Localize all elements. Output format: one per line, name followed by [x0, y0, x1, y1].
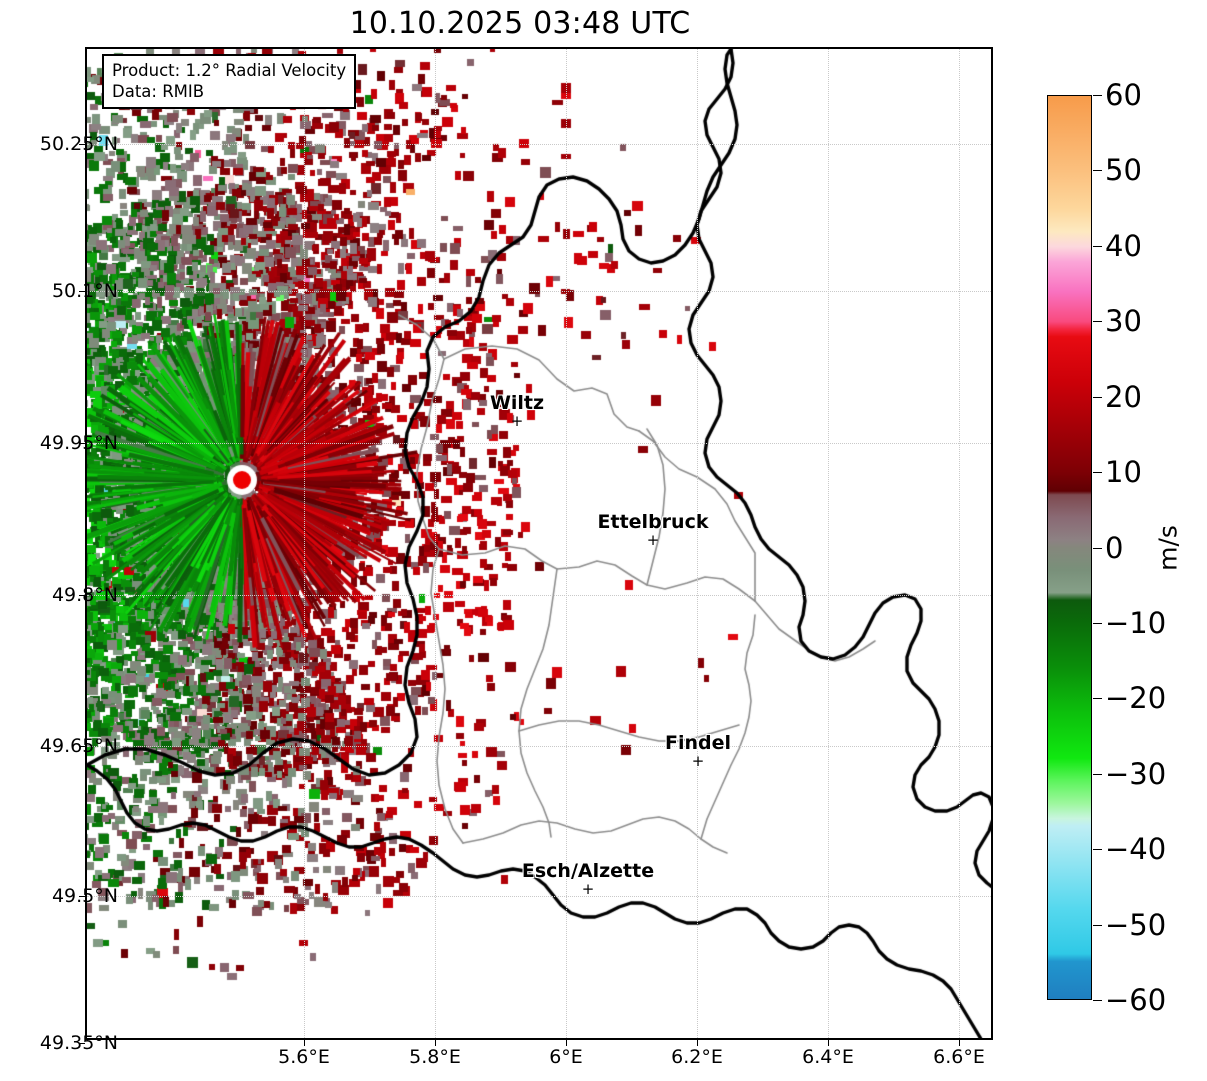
radar-reflectivity-canvas — [87, 49, 991, 1038]
latitude-tick-mark — [79, 896, 85, 897]
page-title: 10.10.2025 03:48 UTC — [349, 6, 691, 41]
latitude-tick-label: 49.95°N — [39, 432, 118, 454]
longitude-tick-label: 6.4°E — [802, 1046, 854, 1068]
colorbar-tick-label: −20 — [1105, 681, 1167, 716]
colorbar-tick-mark — [1093, 547, 1102, 549]
colorbar-tick-mark — [1093, 95, 1102, 96]
data-source-line: Data: RMIB — [112, 82, 205, 102]
latitude-tick-mark — [79, 1043, 85, 1044]
longitude-tick-label: 5.6°E — [278, 1046, 330, 1068]
latitude-tick-label: 50.25°N — [39, 133, 118, 155]
longitude-tick-mark — [697, 1040, 698, 1046]
colorbar-tick-mark — [1093, 396, 1102, 398]
colorbar-tick-mark — [1093, 924, 1102, 926]
latitude-tick-mark — [79, 443, 85, 444]
latitude-tick-label: 49.35°N — [39, 1032, 118, 1054]
longitude-tick-label: 6°E — [549, 1046, 583, 1068]
longitude-tick-mark — [828, 1040, 829, 1046]
colorbar-axis-label: m/s — [1153, 525, 1183, 571]
longitude-tick-label: 6.6°E — [933, 1046, 985, 1068]
colorbar-tick-label: 20 — [1105, 379, 1142, 414]
longitude-tick-label: 5.8°E — [409, 1046, 461, 1068]
colorbar-gradient — [1048, 96, 1091, 999]
colorbar-tick-label: −40 — [1105, 832, 1167, 867]
colorbar-tick-label: 10 — [1105, 455, 1142, 490]
colorbar-tick-mark — [1093, 849, 1102, 851]
product-info-box: Product: 1.2° Radial Velocity Data: RMIB — [102, 54, 357, 110]
longitude-tick-mark — [304, 1040, 305, 1046]
colorbar-tick-mark — [1093, 245, 1102, 247]
latitude-tick-mark — [79, 144, 85, 145]
longitude-tick-mark — [959, 1040, 960, 1046]
colorbar-tick-mark — [1093, 1000, 1102, 1001]
latitude-tick-mark — [79, 746, 85, 747]
colorbar-tick-mark — [1093, 773, 1102, 775]
longitude-tick-mark — [566, 1040, 567, 1046]
radar-map-plot[interactable]: Product: 1.2° Radial Velocity Data: RMIB… — [85, 47, 993, 1040]
colorbar-tick-label: 50 — [1105, 153, 1142, 188]
colorbar[interactable] — [1047, 95, 1092, 1000]
colorbar-tick-label: 0 — [1105, 530, 1124, 565]
colorbar-tick-mark — [1093, 321, 1102, 323]
longitude-tick-label: 6.2°E — [671, 1046, 723, 1068]
colorbar-tick-label: −30 — [1105, 756, 1167, 791]
product-line: Product: 1.2° Radial Velocity — [112, 61, 347, 80]
colorbar-tick-label: 30 — [1105, 304, 1142, 339]
colorbar-tick-label: −50 — [1105, 907, 1167, 942]
longitude-tick-mark — [435, 1040, 436, 1046]
colorbar-tick-mark — [1093, 472, 1102, 474]
latitude-tick-mark — [79, 291, 85, 292]
colorbar-tick-label: 40 — [1105, 228, 1142, 263]
colorbar-tick-mark — [1093, 622, 1102, 624]
latitude-tick-label: 49.65°N — [39, 735, 118, 757]
colorbar-tick-label: −10 — [1105, 605, 1167, 640]
colorbar-tick-label: 60 — [1105, 78, 1142, 112]
colorbar-tick-label: −60 — [1105, 983, 1167, 1017]
latitude-tick-mark — [79, 595, 85, 596]
colorbar-tick-mark — [1093, 170, 1102, 172]
colorbar-tick-mark — [1093, 698, 1102, 700]
